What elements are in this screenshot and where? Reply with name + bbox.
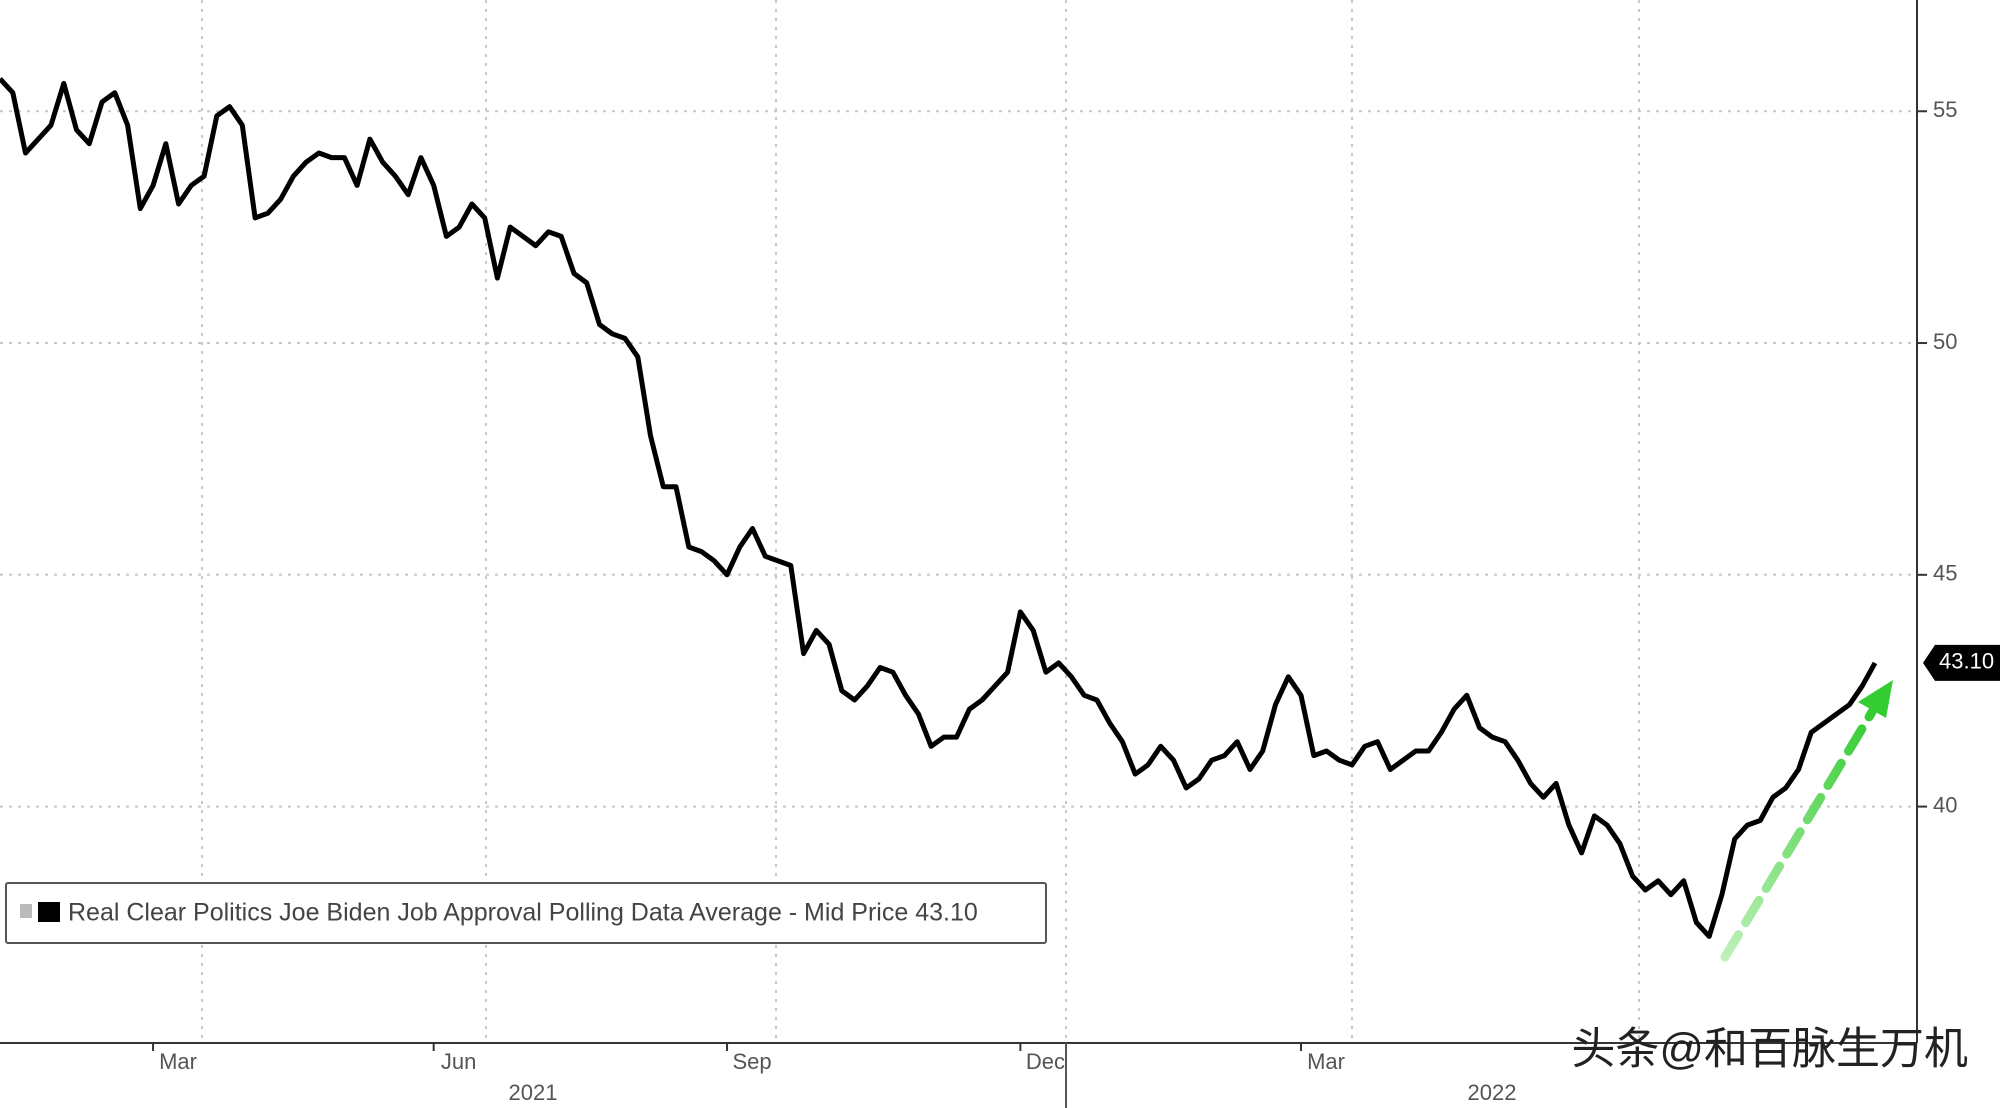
legend-swatch — [38, 902, 60, 922]
x-tick-label: Sep — [732, 1049, 771, 1074]
last-price-label: 43.10 — [1939, 649, 1994, 674]
watermark: 头条@和百脉生万机 — [1571, 1025, 1968, 1074]
trend-arrow-head — [1858, 680, 1893, 718]
year-label: 2021 — [509, 1080, 558, 1105]
legend-box — [5, 882, 1047, 944]
x-tick-label: Mar — [159, 1049, 197, 1074]
y-tick-label: 45 — [1933, 561, 1957, 586]
year-label: 2022 — [1468, 1080, 1517, 1105]
y-tick-label: 40 — [1933, 792, 1957, 817]
legend-swatch-gray — [20, 904, 32, 918]
y-tick-label: 55 — [1933, 97, 1957, 122]
last-price-tag — [1923, 644, 2000, 681]
legend-label: Real Clear Politics Joe Biden Job Approv… — [68, 899, 978, 927]
vertical-grid — [201, 0, 1640, 1043]
trend-arrow — [1720, 707, 1877, 962]
x-tick-label: Jun — [441, 1049, 476, 1074]
x-tick-label: Dec — [1026, 1049, 1065, 1074]
series-line — [0, 77, 1878, 939]
x-tick-label: Mar — [1307, 1049, 1345, 1074]
y-tick-label: 50 — [1933, 329, 1957, 354]
